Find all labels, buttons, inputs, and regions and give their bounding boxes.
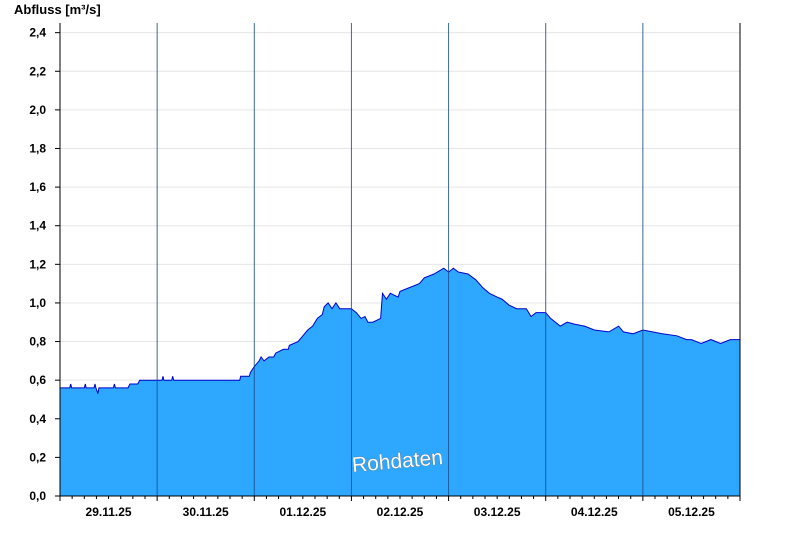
y-axis-title: Abfluss [m³/s] — [14, 2, 101, 17]
y-tick-label: 2,0 — [29, 103, 46, 117]
y-tick-label: 1,0 — [29, 296, 46, 310]
axes — [55, 23, 741, 501]
y-tick-label: 2,2 — [29, 64, 46, 78]
series-line — [60, 267, 740, 394]
x-tick-label: 03.12.25 — [474, 505, 521, 519]
y-tick-label: 0,8 — [29, 335, 46, 349]
series-fill — [60, 268, 740, 496]
x-tick-label: 05.12.25 — [668, 505, 715, 519]
y-tick-label: 0,4 — [29, 412, 46, 426]
y-tick-label: 1,8 — [29, 141, 46, 155]
y-tick-label: 1,2 — [29, 257, 46, 271]
y-tick-label: 0,2 — [29, 450, 46, 464]
y-tick-label: 1,4 — [29, 219, 46, 233]
x-tick-label: 04.12.25 — [571, 505, 618, 519]
x-tick-label: 02.12.25 — [377, 505, 424, 519]
x-tick-labels: 29.11.25 30.11.25 01.12.25 02.12.25 03.12.25… — [86, 505, 716, 519]
x-tick-label: 30.11.25 — [183, 505, 229, 519]
y-tick-label: 0,0 — [29, 489, 46, 503]
series-area — [60, 23, 740, 496]
x-tick-label: 29.11.25 — [86, 505, 132, 519]
x-tick-label: 01.12.25 — [279, 505, 326, 519]
y-tick-label: 0,6 — [29, 373, 46, 387]
y-tick-label: 2,4 — [29, 26, 46, 40]
y-tick-labels: 0,0 0,2 0,4 0,6 0,8 1,0 1,2 1,4 1,6 1,8 2,0 2,2 2,4 — [29, 26, 46, 503]
y-tick-label: 1,6 — [29, 180, 46, 194]
